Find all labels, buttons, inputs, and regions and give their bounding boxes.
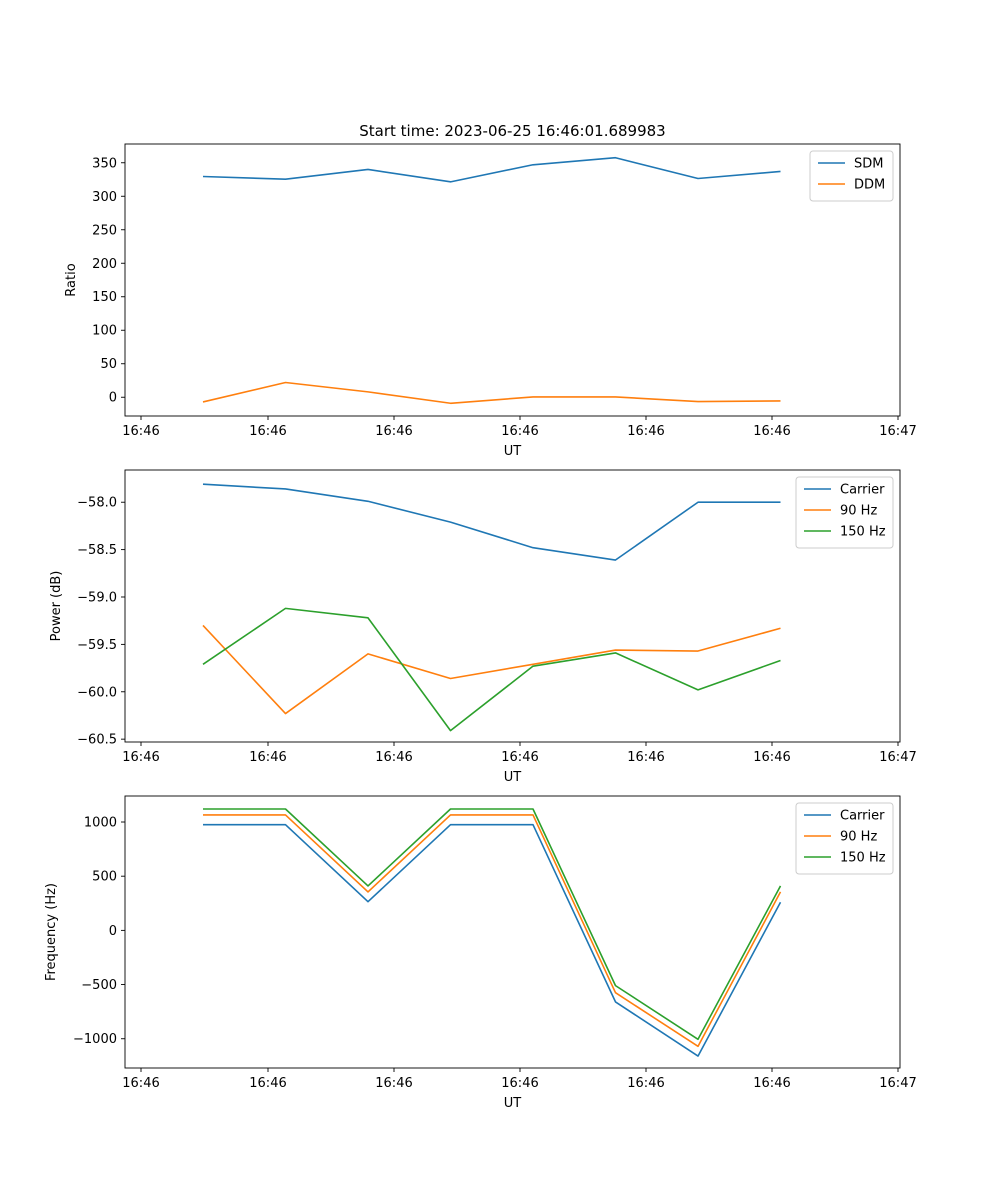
axes-frame bbox=[124, 795, 901, 1069]
axes-frame bbox=[124, 143, 901, 417]
x-tick-label: 16:46 bbox=[375, 750, 412, 765]
y-tick-label: 300 bbox=[92, 190, 117, 205]
x-tick-label: 16:46 bbox=[627, 1076, 664, 1091]
x-tick-label: 16:46 bbox=[249, 1076, 286, 1091]
y-tick-label: 500 bbox=[92, 870, 117, 885]
y-tick-label: 250 bbox=[92, 223, 117, 238]
x-tick-label: 16:46 bbox=[249, 424, 286, 439]
y-tick-label: −1000 bbox=[73, 1032, 117, 1047]
x-tick-label: 16:46 bbox=[627, 750, 664, 765]
figure-title: Start time: 2023-06-25 16:46:01.689983 bbox=[359, 122, 665, 140]
chart-panel-3: 16:46 16:46 16:46 16:46 16:46 16:46 16:47 1000 5… bbox=[44, 795, 917, 1111]
x-tick-label: 16:46 bbox=[501, 1076, 538, 1091]
series-line-carrier bbox=[202, 483, 781, 561]
y-tick-label: −58.0 bbox=[77, 496, 117, 511]
y-tick-label: −59.0 bbox=[77, 590, 117, 605]
x-tick-label: 16:46 bbox=[122, 1076, 159, 1091]
legend-label: 150 Hz bbox=[840, 525, 886, 540]
legend-label: 150 Hz bbox=[840, 851, 886, 866]
x-tick-label: 16:46 bbox=[753, 750, 790, 765]
legend: Carrier 90 Hz 150 Hz bbox=[795, 476, 894, 549]
y-axis-label: Ratio bbox=[64, 263, 79, 296]
y-tick-label: 0 bbox=[109, 391, 117, 406]
series-line-150-hz bbox=[202, 607, 781, 732]
legend-label: 90 Hz bbox=[840, 830, 877, 845]
legend-label: SDM bbox=[854, 157, 883, 172]
y-tick-label: −60.5 bbox=[77, 733, 117, 748]
x-tick-label: 16:46 bbox=[627, 424, 664, 439]
y-tick-label: 0 bbox=[109, 924, 117, 939]
x-tick-label: 16:46 bbox=[122, 424, 159, 439]
series-line-150-hz bbox=[203, 808, 782, 1041]
x-tick-label: 16:47 bbox=[879, 750, 916, 765]
legend: Carrier 90 Hz 150 Hz bbox=[795, 802, 894, 875]
y-tick-label: 1000 bbox=[84, 816, 117, 831]
x-tick-label: 16:46 bbox=[753, 1076, 790, 1091]
y-tick-label: 350 bbox=[92, 156, 117, 171]
chart-panel-1: 16:46 16:46 16:46 16:46 16:46 16:46 16:47 0 50 10… bbox=[64, 143, 917, 459]
x-axis-label: UT bbox=[504, 1096, 522, 1111]
chart-panels: 16:46 16:46 16:46 16:46 16:46 16:46 16:47 0 50 10… bbox=[44, 143, 917, 1111]
legend-label: DDM bbox=[854, 178, 885, 193]
x-tick-label: 16:46 bbox=[375, 424, 412, 439]
x-tick-label: 16:46 bbox=[122, 750, 159, 765]
series-line-sdm bbox=[202, 156, 781, 183]
legend-label: Carrier bbox=[840, 809, 885, 824]
y-tick-label: −59.5 bbox=[77, 638, 117, 653]
x-tick-label: 16:46 bbox=[249, 750, 286, 765]
x-tick-label: 16:47 bbox=[879, 1076, 916, 1091]
x-axis-label: UT bbox=[504, 444, 522, 459]
y-axis-label: Power (dB) bbox=[49, 571, 64, 642]
y-tick-label: 200 bbox=[92, 257, 117, 272]
axes-frame bbox=[124, 469, 901, 743]
series-line-90-hz bbox=[203, 814, 782, 1048]
y-tick-label: −500 bbox=[81, 978, 117, 993]
x-tick-label: 16:46 bbox=[501, 424, 538, 439]
x-tick-label: 16:46 bbox=[375, 1076, 412, 1091]
x-tick-label: 16:46 bbox=[753, 424, 790, 439]
x-tick-label: 16:46 bbox=[501, 750, 538, 765]
legend-label: 90 Hz bbox=[840, 504, 877, 519]
y-tick-label: 100 bbox=[92, 324, 117, 339]
y-tick-label: −60.0 bbox=[77, 685, 117, 700]
x-tick-label: 16:47 bbox=[879, 424, 916, 439]
series-line-90-hz bbox=[202, 624, 781, 715]
legend: SDM DDM bbox=[809, 150, 894, 202]
chart-panel-2: 16:46 16:46 16:46 16:46 16:46 16:46 16:47 −58.0… bbox=[49, 469, 917, 785]
series-line-carrier bbox=[203, 823, 782, 1057]
legend-label: Carrier bbox=[840, 483, 885, 498]
y-tick-label: −58.5 bbox=[77, 543, 117, 558]
x-axis-label: UT bbox=[504, 770, 522, 785]
y-axis-label: Frequency (Hz) bbox=[44, 883, 59, 981]
y-tick-label: 50 bbox=[100, 357, 117, 372]
series-line-ddm bbox=[202, 381, 781, 405]
y-tick-label: 150 bbox=[92, 290, 117, 305]
